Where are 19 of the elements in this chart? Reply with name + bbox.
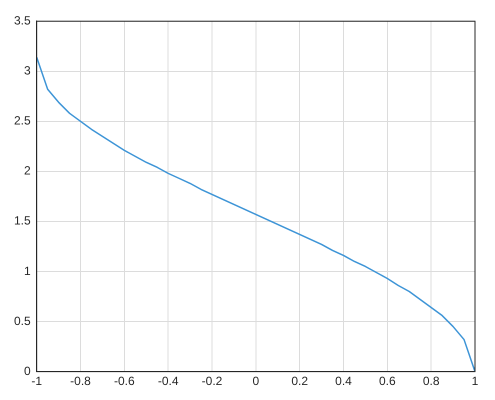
y-tick-label: 0 — [24, 364, 31, 378]
x-tick-label: -0.6 — [114, 374, 136, 388]
x-tick-label: -1 — [31, 374, 42, 388]
y-tick-label: 1.5 — [14, 214, 31, 228]
x-tick-label: 1 — [472, 374, 479, 388]
x-tick-label: 0 — [252, 374, 260, 388]
x-tick-label: 0.2 — [291, 374, 308, 388]
x-tick-label: 0.8 — [422, 374, 440, 388]
x-tick-label: -0.2 — [202, 374, 223, 388]
x-tick-label: 0.6 — [378, 374, 396, 388]
y-tick-label: 2 — [24, 164, 31, 178]
x-tick-label: -0.8 — [70, 374, 92, 388]
y-tick-label: 3.5 — [14, 14, 31, 28]
x-tick-label: 0.4 — [335, 374, 352, 388]
x-tick-label: -0.4 — [158, 374, 179, 388]
y-tick-label: 1 — [24, 264, 31, 278]
y-tick-label: 3 — [24, 64, 31, 78]
y-tick-label: 2.5 — [14, 114, 31, 128]
y-tick-label: 0.5 — [14, 314, 31, 328]
